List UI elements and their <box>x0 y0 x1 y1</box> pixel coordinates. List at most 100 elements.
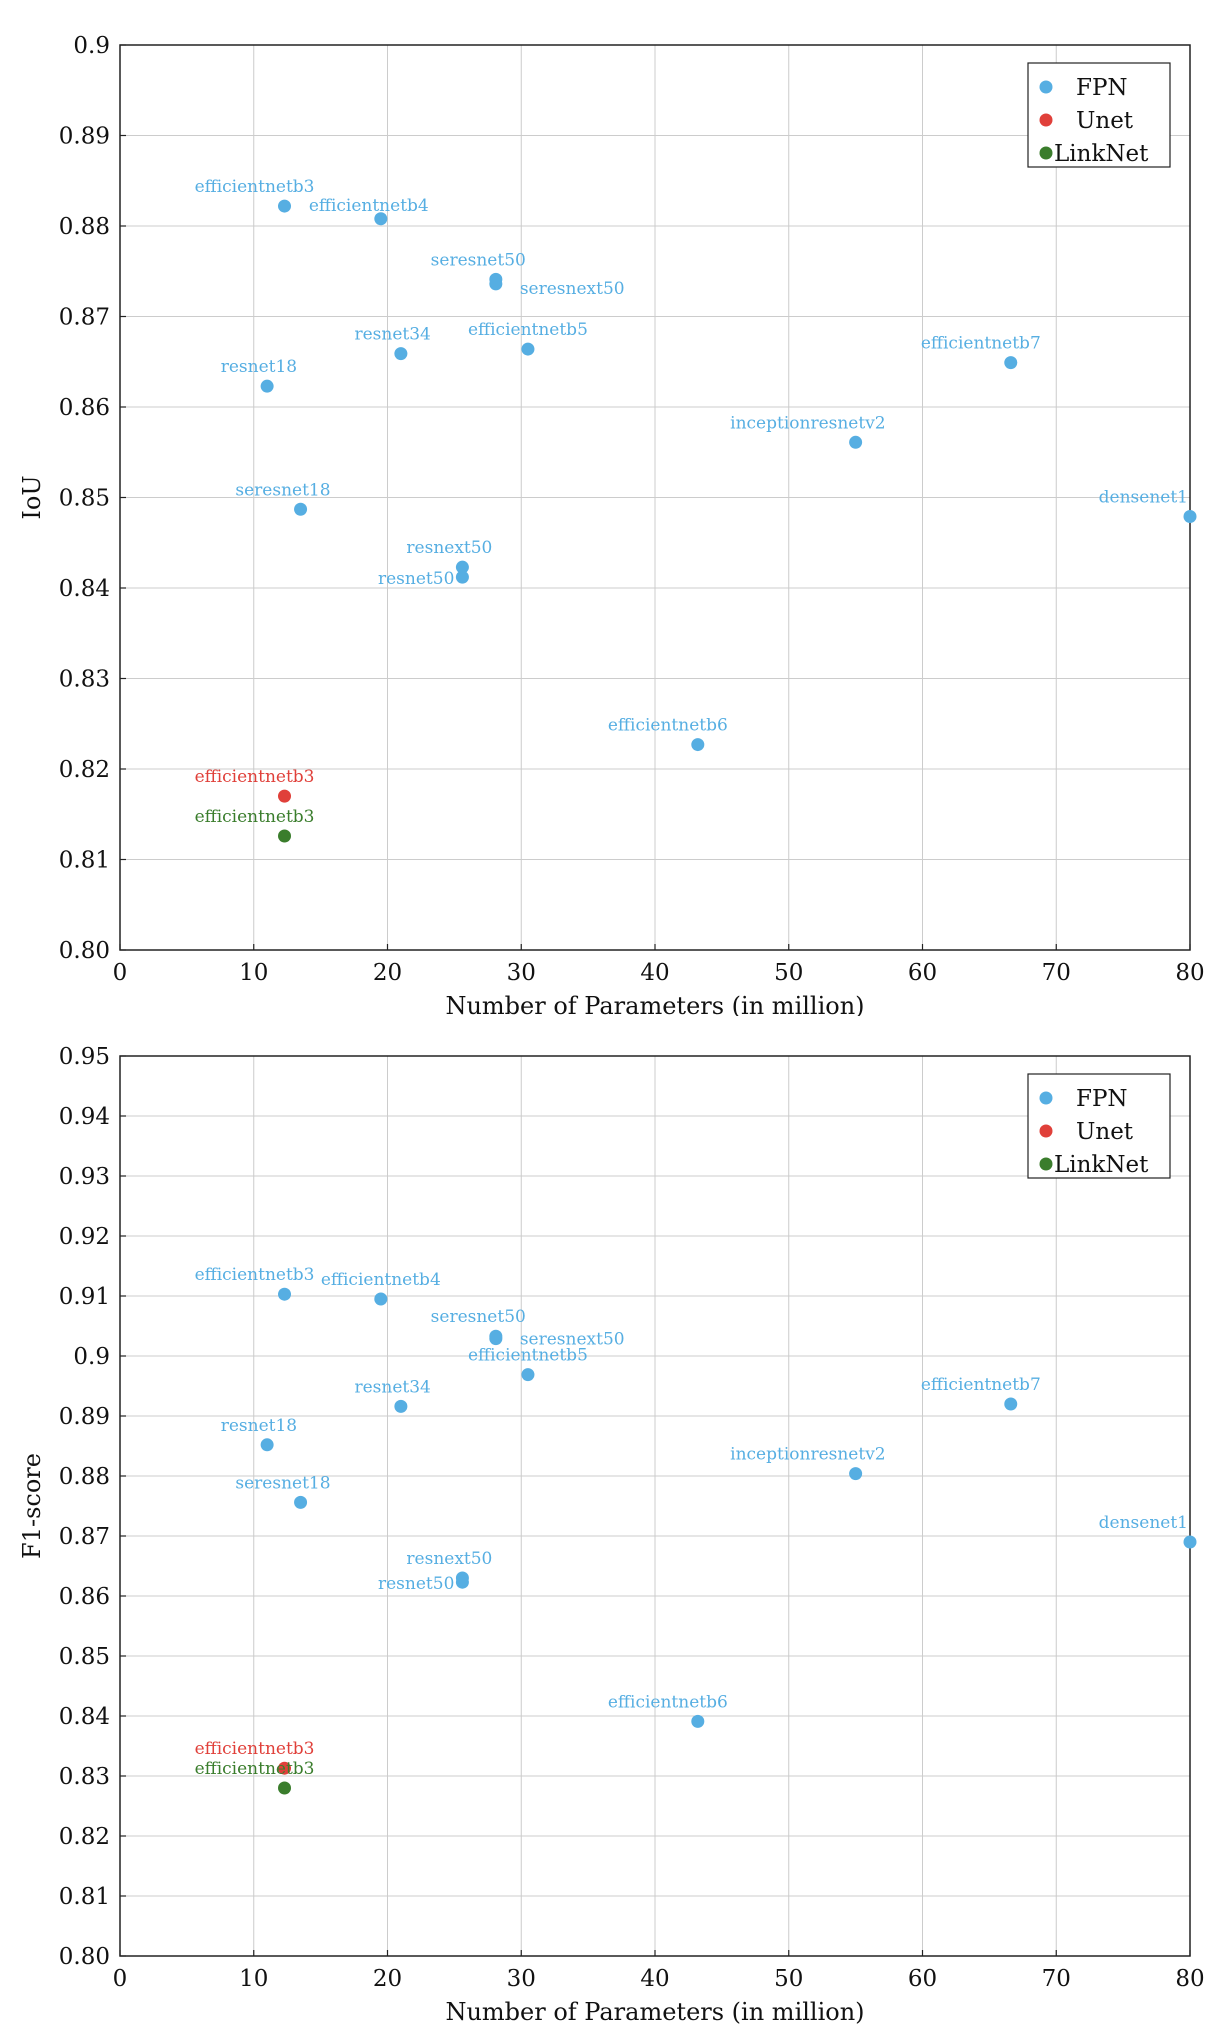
legend: FPN Unet LinkNet <box>1027 1073 1171 1179</box>
x-tick-label: 10 <box>239 960 268 986</box>
point-unet-efficientnetb3 <box>278 1761 292 1775</box>
x-tick-label: 10 <box>239 1966 268 1992</box>
legend-label-unet: Unet <box>1076 108 1134 134</box>
point-fpn-efficientnetb3 <box>278 199 292 213</box>
point-label: inceptionresnetv2 <box>730 413 885 433</box>
y-tick-label: 0.82 <box>59 1824 110 1850</box>
y-tick-label: 0.85 <box>59 1644 110 1670</box>
y-tick-label: 0.92 <box>59 1224 110 1250</box>
point-label: resnet50 <box>378 569 454 589</box>
legend-label-fpn: FPN <box>1076 1086 1128 1112</box>
point-label: resnet34 <box>354 1377 430 1397</box>
legend-label-fpn: FPN <box>1076 75 1128 101</box>
point-fpn-efficientnetb3 <box>278 1287 292 1301</box>
point-label: efficientnetb7 <box>921 334 1041 354</box>
y-tick-label: 0.95 <box>59 1044 110 1070</box>
y-tick-label: 0.87 <box>59 305 110 331</box>
point-fpn-efficientnetb4 <box>374 212 388 226</box>
point-label: densenet1 <box>1099 488 1188 508</box>
point-linknet-efficientnetb3 <box>278 829 292 843</box>
point-fpn-densenet1 <box>1183 510 1197 524</box>
point-label: resnet50 <box>378 1574 454 1594</box>
point-fpn-inceptionresnetv2 <box>849 435 863 449</box>
point-unet-efficientnetb3 <box>278 789 292 803</box>
y-tick-label: 0.83 <box>59 667 110 693</box>
point-fpn-resnet34 <box>394 347 408 361</box>
x-tick-label: 80 <box>1175 1966 1204 1992</box>
point-label: seresnet18 <box>235 1473 330 1493</box>
x-tick-label: 40 <box>640 960 669 986</box>
x-axis-title: Number of Parameters (in million) <box>445 992 864 1016</box>
y-tick-label: 0.9 <box>73 33 110 59</box>
point-label: resnext50 <box>406 1549 492 1569</box>
point-fpn-resnet18 <box>260 379 274 393</box>
point-label: seresnext50 <box>520 1330 625 1350</box>
y-tick-label: 0.81 <box>59 1884 110 1910</box>
x-tick-label: 60 <box>908 1966 937 1992</box>
point-fpn-efficientnetb7 <box>1004 356 1018 370</box>
point-label: resnet34 <box>354 325 430 345</box>
point-fpn-densenet1 <box>1183 1535 1197 1549</box>
point-label: efficientnetb6 <box>608 716 728 736</box>
x-tick-label: 30 <box>507 960 536 986</box>
point-label: efficientnetb7 <box>921 1375 1041 1395</box>
y-tick-label: 0.82 <box>59 757 110 783</box>
y-tick-label: 0.9 <box>73 1344 110 1370</box>
legend-box <box>1027 1073 1171 1179</box>
point-fpn-seresnext50 <box>489 1332 503 1346</box>
point-label: efficientnetb3 <box>195 807 315 827</box>
y-tick-label: 0.89 <box>59 1404 110 1430</box>
x-tick-label: 20 <box>373 1966 402 1992</box>
legend-label-linknet: LinkNet <box>1054 1152 1149 1178</box>
x-tick-label: 70 <box>1042 1966 1071 1992</box>
legend-marker-fpn <box>1039 1091 1053 1105</box>
legend-marker-unet <box>1039 113 1053 127</box>
point-label: densenet1 <box>1099 1513 1188 1533</box>
x-tick-label: 40 <box>640 1966 669 1992</box>
x-tick-label: 0 <box>113 1966 128 1992</box>
legend-label-unet: Unet <box>1076 1119 1134 1145</box>
y-axis-title: IoU <box>18 475 46 519</box>
y-tick-label: 0.84 <box>59 1704 110 1730</box>
chart-iou: 0 10 20 30 40 50 60 70 80 0.80 0.81 0.82 0.83 0.84 0.8… <box>18 33 1205 1016</box>
legend-label-linknet: LinkNet <box>1054 141 1149 167</box>
point-fpn-efficientnetb6 <box>691 1714 705 1728</box>
point-fpn-seresnet18 <box>294 502 308 516</box>
legend-marker-fpn <box>1039 80 1053 94</box>
legend-marker-unet <box>1039 1124 1053 1138</box>
point-fpn-resnet18 <box>260 1438 274 1452</box>
point-label: seresnet50 <box>431 1307 526 1327</box>
point-fpn-efficientnetb5 <box>521 342 535 356</box>
data-points: efficientnetb3 efficientnetb4 seresnet50 se… <box>195 177 1197 843</box>
y-tick-label: 0.89 <box>59 124 110 150</box>
point-fpn-seresnet18 <box>294 1495 308 1509</box>
point-fpn-resnext50 <box>455 560 469 574</box>
legend-marker-linknet <box>1039 146 1053 160</box>
x-tick-label: 30 <box>507 1966 536 1992</box>
point-label: efficientnetb5 <box>468 1346 588 1366</box>
point-label: resnet18 <box>221 1416 297 1436</box>
point-label: efficientnetb6 <box>608 1692 728 1712</box>
y-tick-label: 0.91 <box>59 1284 110 1310</box>
x-tick-label: 0 <box>113 960 128 986</box>
point-label: seresnext50 <box>520 279 625 299</box>
grid <box>119 1055 1191 1957</box>
point-fpn-resnet50 <box>455 1575 469 1589</box>
y-tick-label: 0.85 <box>59 486 110 512</box>
point-label: seresnet50 <box>431 250 526 270</box>
legend-marker-linknet <box>1039 1157 1053 1171</box>
y-tick-label: 0.93 <box>59 1164 110 1190</box>
x-tick-label: 60 <box>908 960 937 986</box>
point-linknet-efficientnetb3 <box>278 1781 292 1795</box>
y-axis-title: F1-score <box>18 1453 46 1559</box>
point-fpn-efficientnetb5 <box>521 1368 535 1382</box>
point-label: seresnet18 <box>235 480 330 500</box>
y-tick-label: 0.83 <box>59 1764 110 1790</box>
y-tick-label: 0.88 <box>59 1464 110 1490</box>
chart-f1: 0 10 20 30 40 50 60 70 80 0.80 0.81 0.82 0.83 0.84 0.8… <box>18 1044 1205 2026</box>
legend-box <box>1027 62 1171 168</box>
y-tick-label: 0.88 <box>59 214 110 240</box>
point-label: efficientnetb4 <box>309 196 429 216</box>
